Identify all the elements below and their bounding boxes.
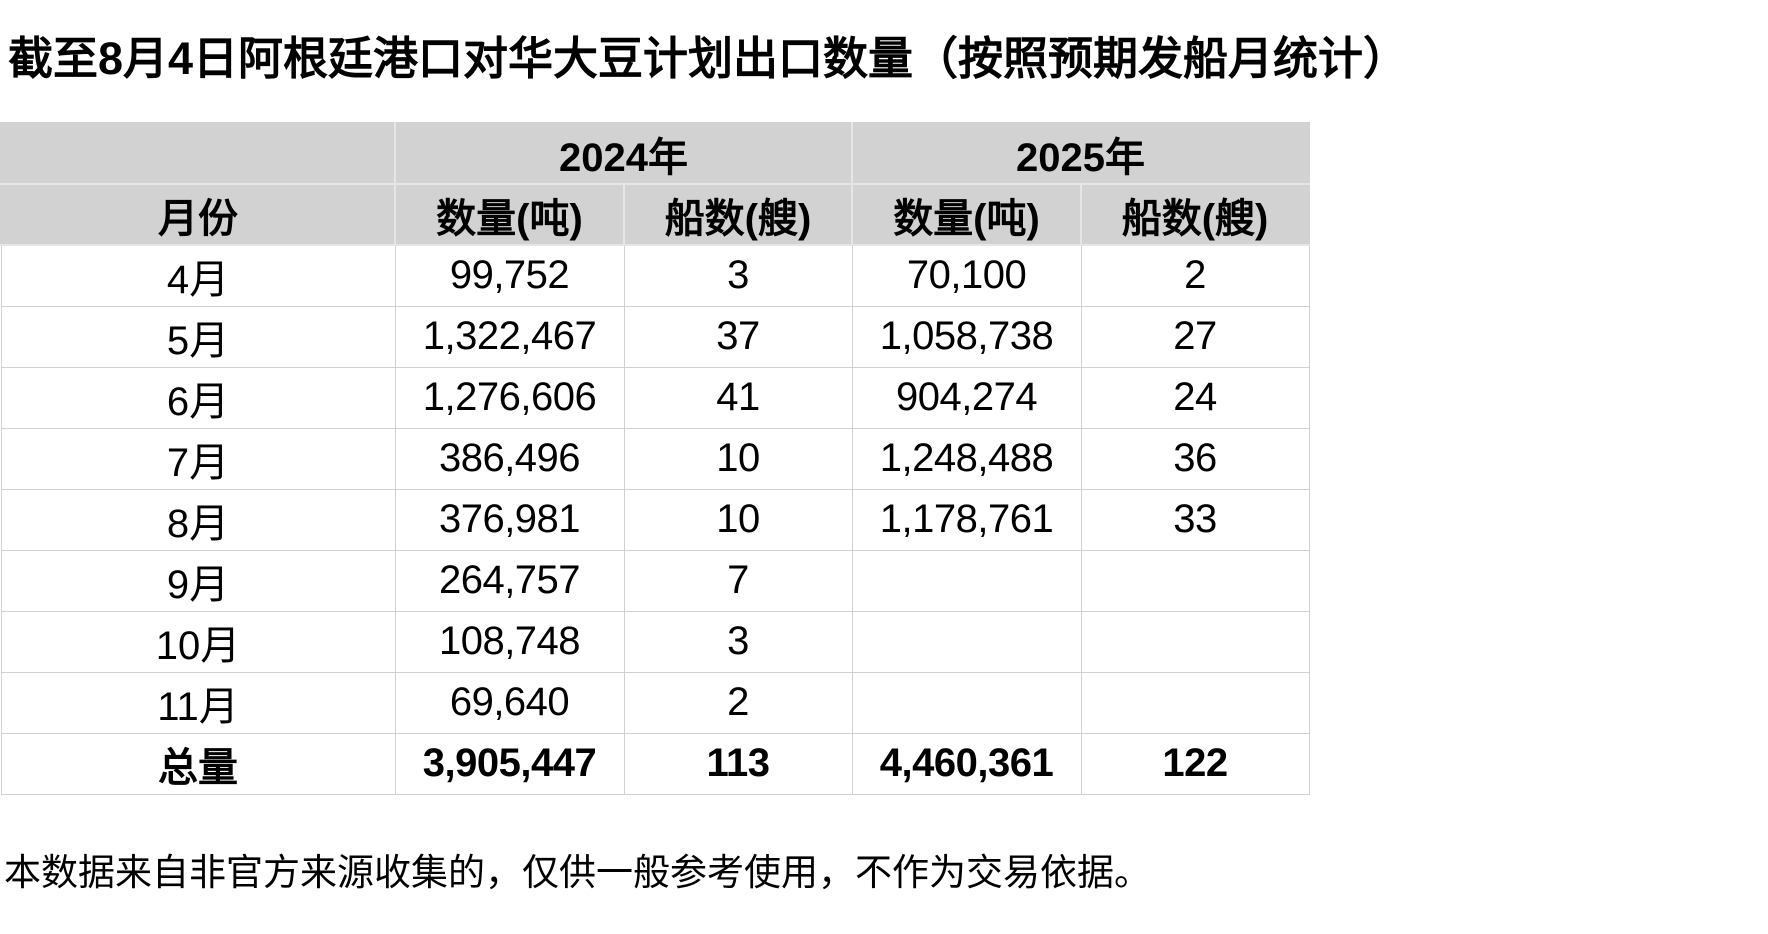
- ships-2025-cell: 24: [1080, 366, 1310, 429]
- table-row: 11月 69,640 2: [0, 671, 1310, 734]
- year-header-row: 2024年 2025年: [0, 122, 1311, 185]
- ships-2025-cell: 33: [1080, 488, 1310, 551]
- year-header-2025: 2025年: [851, 122, 1311, 185]
- qty-2025-cell: [851, 671, 1082, 734]
- month-cell: 8月: [0, 488, 396, 551]
- qty-2024-cell: 1,276,606: [394, 366, 625, 429]
- total-row: 总量 3,905,447 113 4,460,361 122: [0, 732, 1310, 795]
- total-qty-2025-cell: 4,460,361: [851, 732, 1082, 795]
- table-body: 4月 99,752 3 70,100 2 5月 1,322,467 37 1,0…: [0, 244, 1310, 795]
- qty-2024-cell: 386,496: [394, 427, 625, 490]
- ships-2025-cell: 36: [1080, 427, 1310, 490]
- ships-2024-cell: 10: [623, 488, 853, 551]
- table-row: 6月 1,276,606 41 904,274 24: [0, 366, 1310, 429]
- year-header-2024: 2024年: [393, 122, 854, 185]
- ships-2025-cell: [1080, 549, 1310, 612]
- total-ships-2024-cell: 113: [623, 732, 853, 795]
- qty-2024-cell: 264,757: [394, 549, 625, 612]
- table-row: 5月 1,322,467 37 1,058,738 27: [0, 305, 1310, 368]
- month-cell: 4月: [0, 244, 396, 307]
- table-row: 7月 386,496 10 1,248,488 36: [0, 427, 1310, 490]
- table-row: 8月 376,981 10 1,178,761 33: [0, 488, 1310, 551]
- col-header-month: 月份: [0, 183, 396, 246]
- ships-2025-cell: 27: [1080, 305, 1310, 368]
- qty-2024-cell: 376,981: [394, 488, 625, 551]
- ships-2024-cell: 7: [623, 549, 853, 612]
- soybean-export-table: 2024年 2025年 月份 数量(吨) 船数(艘) 数量(吨) 船数(艘) 4…: [0, 122, 1311, 795]
- month-cell: 11月: [0, 671, 396, 734]
- qty-2025-cell: [851, 549, 1082, 612]
- qty-2025-cell: 904,274: [851, 366, 1082, 429]
- ships-2025-cell: 2: [1080, 244, 1310, 307]
- table-row: 4月 99,752 3 70,100 2: [0, 244, 1310, 307]
- qty-2024-cell: 1,322,467: [394, 305, 625, 368]
- page-title: 截至8月4日阿根廷港口对华大豆计划出口数量（按照预期发船月统计）: [8, 33, 1409, 84]
- col-header-ships-2025: 船数(艘): [1080, 183, 1311, 246]
- qty-2025-cell: 1,058,738: [851, 305, 1082, 368]
- col-header-qty-2024: 数量(吨): [394, 183, 625, 246]
- table-header: 2024年 2025年 月份 数量(吨) 船数(艘) 数量(吨) 船数(艘): [0, 122, 1311, 246]
- qty-2025-cell: 1,178,761: [851, 488, 1082, 551]
- month-cell: 7月: [0, 427, 396, 490]
- table-row: 9月 264,757 7: [0, 549, 1310, 612]
- ships-2024-cell: 3: [623, 610, 853, 673]
- total-ships-2025-cell: 122: [1080, 732, 1310, 795]
- total-qty-2024-cell: 3,905,447: [394, 732, 625, 795]
- column-header-row: 月份 数量(吨) 船数(艘) 数量(吨) 船数(艘): [0, 183, 1311, 246]
- qty-2025-cell: 70,100: [851, 244, 1082, 307]
- footnote: 本数据来自非官方来源收集的，仅供一般参考使用，不作为交易依据。: [4, 852, 1151, 893]
- ships-2024-cell: 10: [623, 427, 853, 490]
- month-cell: 10月: [0, 610, 396, 673]
- ships-2025-cell: [1080, 671, 1310, 734]
- month-cell: 5月: [0, 305, 396, 368]
- year-header-blank-cell: [0, 122, 396, 185]
- ships-2024-cell: 37: [623, 305, 853, 368]
- qty-2024-cell: 108,748: [394, 610, 625, 673]
- col-header-ships-2024: 船数(艘): [622, 183, 854, 246]
- qty-2025-cell: [851, 610, 1082, 673]
- qty-2025-cell: 1,248,488: [851, 427, 1082, 490]
- ships-2024-cell: 2: [623, 671, 853, 734]
- total-label-cell: 总量: [0, 732, 396, 795]
- col-header-qty-2025: 数量(吨): [851, 183, 1083, 246]
- month-cell: 9月: [0, 549, 396, 612]
- ships-2024-cell: 41: [623, 366, 853, 429]
- table-row: 10月 108,748 3: [0, 610, 1310, 673]
- ships-2024-cell: 3: [623, 244, 853, 307]
- ships-2025-cell: [1080, 610, 1310, 673]
- qty-2024-cell: 69,640: [394, 671, 625, 734]
- qty-2024-cell: 99,752: [394, 244, 625, 307]
- month-cell: 6月: [0, 366, 396, 429]
